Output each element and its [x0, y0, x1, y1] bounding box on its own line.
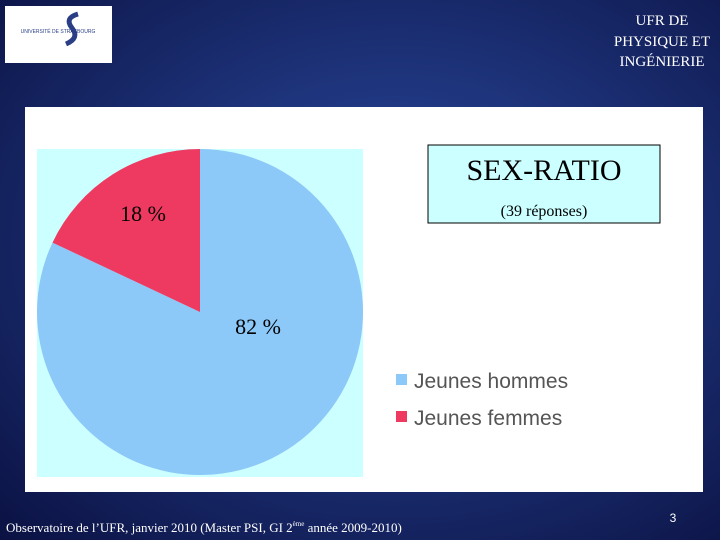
footer-part: année 2009-2010): [304, 520, 401, 535]
footer-superscript: ème: [293, 520, 305, 528]
header-line: INGÉNIERIE: [620, 53, 705, 70]
legend: Jeunes hommes Jeunes femmes: [396, 370, 568, 430]
legend-swatch: [396, 374, 407, 385]
page-number: 3: [670, 511, 677, 525]
data-label: 82 %: [235, 314, 281, 339]
logo-text: UNIVERSITÉ DE STRASBOURG: [21, 28, 96, 35]
logo-mark: [64, 11, 79, 47]
header-line: PHYSIQUE ET: [614, 34, 710, 50]
footer-text: Observatoire de l’UFR, janvier 2010 (Mas…: [6, 520, 402, 535]
chart-title: SEX-RATIO: [467, 154, 622, 187]
legend-swatch: [396, 411, 407, 422]
pie: 82 % 18 %: [36, 149, 363, 475]
logo-box: [5, 6, 112, 63]
data-label: 18 %: [120, 201, 166, 226]
pie-slice: [52, 149, 201, 312]
chart-subtitle: (39 réponses): [501, 203, 588, 220]
legend-label: Jeunes femmes: [414, 407, 562, 430]
pie-slice: [36, 149, 363, 475]
footer-part: Observatoire de l’UFR, janvier 2010 (Mas…: [6, 520, 293, 535]
title-box: [427, 144, 661, 224]
legend-label: Jeunes hommes: [414, 370, 568, 393]
header-line: UFR DE: [636, 13, 689, 29]
